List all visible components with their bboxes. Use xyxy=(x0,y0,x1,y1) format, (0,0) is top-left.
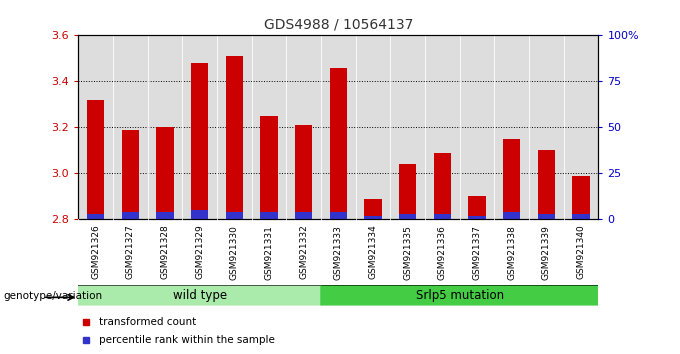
Text: transformed count: transformed count xyxy=(99,318,197,327)
Text: GSM921336: GSM921336 xyxy=(438,225,447,280)
Bar xyxy=(295,125,312,219)
Bar xyxy=(295,212,312,219)
Bar xyxy=(226,56,243,219)
Text: GSM921335: GSM921335 xyxy=(403,225,412,280)
Text: GSM921332: GSM921332 xyxy=(299,225,308,279)
Text: genotype/variation: genotype/variation xyxy=(3,291,103,301)
Bar xyxy=(503,139,520,219)
Bar xyxy=(503,212,520,219)
Text: GSM921339: GSM921339 xyxy=(542,225,551,280)
Text: GSM921334: GSM921334 xyxy=(369,225,377,279)
Bar xyxy=(364,199,381,219)
Bar xyxy=(538,214,555,219)
Bar xyxy=(156,127,173,219)
Title: GDS4988 / 10564137: GDS4988 / 10564137 xyxy=(264,17,413,32)
Bar xyxy=(364,216,381,219)
Bar xyxy=(330,68,347,219)
Bar xyxy=(573,176,590,219)
Bar xyxy=(87,100,104,219)
Text: GSM921328: GSM921328 xyxy=(160,225,169,279)
Bar xyxy=(87,214,104,219)
Bar xyxy=(191,63,208,219)
FancyBboxPatch shape xyxy=(320,286,599,306)
Bar xyxy=(434,153,451,219)
Bar xyxy=(434,214,451,219)
Bar xyxy=(260,116,277,219)
Text: GSM921340: GSM921340 xyxy=(577,225,585,279)
Text: GSM921330: GSM921330 xyxy=(230,225,239,280)
Text: Srlp5 mutation: Srlp5 mutation xyxy=(415,289,504,302)
Text: percentile rank within the sample: percentile rank within the sample xyxy=(99,335,275,344)
Text: GSM921333: GSM921333 xyxy=(334,225,343,280)
Bar xyxy=(226,212,243,219)
Bar xyxy=(122,212,139,219)
Text: wild type: wild type xyxy=(173,289,226,302)
Bar xyxy=(538,150,555,219)
Bar xyxy=(469,196,486,219)
Text: GSM921329: GSM921329 xyxy=(195,225,204,279)
Bar xyxy=(191,210,208,219)
Bar xyxy=(122,130,139,219)
FancyBboxPatch shape xyxy=(78,286,322,306)
Bar xyxy=(469,216,486,219)
Bar xyxy=(260,212,277,219)
Bar xyxy=(399,164,416,219)
Text: GSM921331: GSM921331 xyxy=(265,225,273,280)
Text: GSM921327: GSM921327 xyxy=(126,225,135,279)
Text: GSM921338: GSM921338 xyxy=(507,225,516,280)
Bar xyxy=(573,214,590,219)
Text: GSM921337: GSM921337 xyxy=(473,225,481,280)
Bar xyxy=(399,214,416,219)
Bar xyxy=(156,212,173,219)
Text: GSM921326: GSM921326 xyxy=(91,225,100,279)
Bar xyxy=(330,212,347,219)
